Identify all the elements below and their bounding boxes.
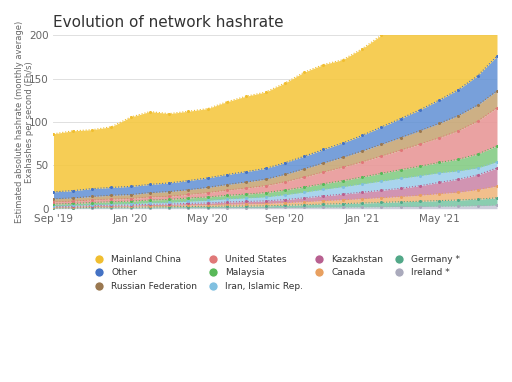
Y-axis label: Estimated absolute hashrate (monthly average)
Exahashes per second (Eh/s): Estimated absolute hashrate (monthly ave… (15, 21, 34, 223)
Text: Evolution of network hashrate: Evolution of network hashrate (53, 15, 284, 30)
Legend: Mainland China, Other, Russian Federation, United States, Malaysia, Iran, Islami: Mainland China, Other, Russian Federatio… (87, 251, 464, 295)
